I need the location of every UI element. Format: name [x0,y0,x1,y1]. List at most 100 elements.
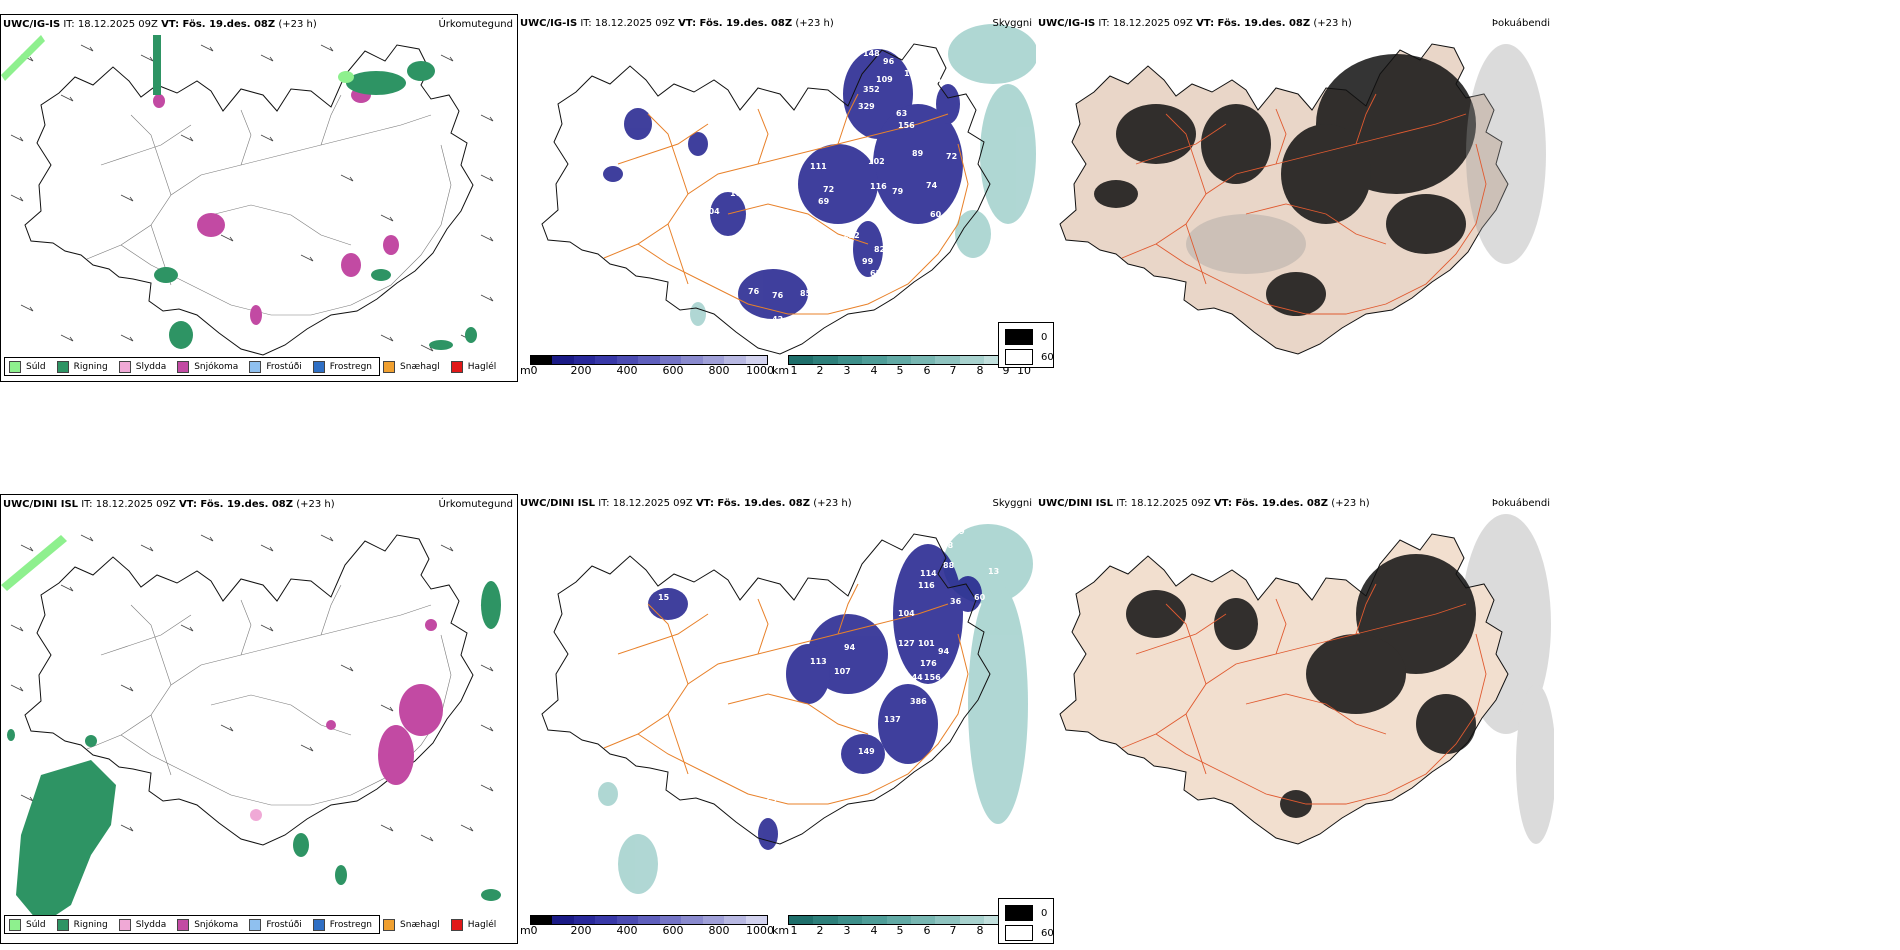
ceiling-label: 102 [868,157,885,166]
ceiling-swatch [595,356,617,364]
fog-legend-row2: 0 60 [998,898,1054,944]
visibility-swatch [911,916,936,924]
legend-swatch [249,918,262,931]
fog-legend-light: 60 [1005,925,1054,941]
ceiling-label: 76 [768,765,780,774]
fog-dark-areas [1094,54,1476,316]
precip-type-map-row1: UWC/IG-IS IT: 18.12.2025 09Z VT: Fös. 19… [0,14,518,382]
ceiling-label: 115 [916,79,933,88]
ceiling-tick: 200 [570,364,592,377]
ceiling-swatch [745,356,767,364]
ceiling-label: 88 [943,561,955,570]
precip-map-svg [1,35,494,356]
drizzle-areas [1,535,67,591]
ceiling-areas [603,49,963,319]
visibility-colorbar: km 1 2 3 4 5 6 7 8 9 10 [772,914,1034,942]
visibility-tick: 7 [949,924,957,937]
visibility-tick: 1 [790,924,798,937]
legend-item: Súld [9,918,46,931]
fog-dark-areas [1126,554,1476,818]
ceiling-label: 127 [898,639,915,648]
legend-swatch [383,918,396,931]
visibility-swatch [789,916,814,924]
ceiling-swatch [616,356,639,364]
legend-swatch [383,360,396,373]
visibility-colorbar: km 1 2 3 4 5 6 7 8 9 10 [772,354,1034,382]
ceiling-swatch [659,916,682,924]
fog-legend-light: 60 [1005,349,1054,365]
visibility-map-row1: 148 96 88 109 101 115 236 352 329 266 63… [518,14,1036,382]
fog-indicator-map-row2: UWC/DINI ISL IT: 18.12.2025 09Z VT: Fös.… [1036,494,1554,944]
ceiling-tick: 600 [662,364,684,377]
legend-item: Súld [9,360,46,373]
ceiling-label: 119 [858,715,875,724]
ceiling-label: 329 [858,102,875,111]
visibility-swatch [837,916,863,924]
ceiling-tick: 1000 [746,364,774,377]
ceiling-tick: 200 [570,924,592,937]
ceiling-label: 236 [930,75,947,84]
visibility-tick: 2 [816,924,824,937]
ceiling-label: 62 [766,797,777,806]
ceiling-label: 76 [746,757,758,766]
panel-title: UWC/DINI ISL IT: 18.12.2025 09Z VT: Fös.… [1038,498,1370,509]
ceiling-swatch [702,356,725,364]
visibility-unit: km [772,924,790,937]
ceiling-label: 116 [918,581,935,590]
panel-type-label: Skyggni [992,498,1032,509]
ceiling-label: 42 [772,315,783,324]
legend-item: Frostregn [312,360,372,373]
ceiling-swatch [681,356,703,364]
ceiling-label: 88 [916,59,928,68]
ceiling-colorbar: m 0 200 400 600 800 1000 [520,354,774,382]
visibility-swatch [813,356,838,364]
ceiling-label: 76 [772,291,784,300]
legend-item: Snjókoma [177,918,238,931]
visibility-tick: 1 [790,364,798,377]
panel-title: UWC/DINI ISL IT: 18.12.2025 09Z VT: Fös.… [520,498,852,509]
fog-swatch [1005,349,1033,365]
ceiling-label: 101 [918,639,935,648]
legend-swatch [312,918,325,931]
visibility-map-svg: 149 88 384 114 116 88 13 60 36 104 127 1… [541,524,1033,894]
visibility-swatch [813,916,838,924]
ceiling-colorbar-strip [530,915,768,925]
visibility-swatch [959,916,985,924]
ceiling-labels: 149 88 384 114 116 88 13 60 36 104 127 1… [622,527,999,806]
ceiling-labels: 148 96 88 109 101 115 236 352 329 266 63… [602,49,957,324]
ceiling-label: 384 [880,549,897,558]
ceiling-label: 36 [950,597,962,606]
ceiling-label: 113 [810,657,827,666]
rain-areas [7,581,501,925]
legend-item: Haglél [450,918,496,931]
ceiling-label: 63 [896,109,907,118]
ceiling-label: 109 [876,75,893,84]
ceiling-tick: 600 [662,924,684,937]
ceiling-label: 76 [748,287,760,296]
ceiling-swatch [573,916,596,924]
legend-item: Frostúði [249,918,302,931]
visibility-swatch [935,916,960,924]
ceiling-label: 94 [938,647,950,656]
ceiling-label: 85 [800,289,812,298]
legend-item: Snæhagl [383,918,440,931]
ceiling-swatch [616,916,639,924]
ceiling-label: 60 [974,593,986,602]
panel-type-label: Úrkomutegund [438,499,513,510]
fog-gray-haze [1186,44,1546,274]
fog-indicator-map-row1: UWC/IG-IS IT: 18.12.2025 09Z VT: Fös. 19… [1036,14,1554,382]
ceiling-swatch [681,916,703,924]
visibility-swatch [984,356,1009,364]
legend-item: Rigning [56,918,108,931]
ceiling-label: 176 [920,659,937,668]
legend-swatch [118,918,131,931]
ceiling-label: 44 [688,157,700,166]
ceiling-swatch [638,356,660,364]
ceiling-label: 13 [602,189,613,198]
ceiling-label: 386 [910,697,927,706]
legend-item: Frostregn [312,918,372,931]
fog-swatch [1005,905,1033,921]
visibility-unit: km [772,364,790,377]
legend-item: Snæhagl [383,360,440,373]
precip-legend: Súld Rigning Slydda Snjókoma Frostúði Fr… [4,915,496,934]
